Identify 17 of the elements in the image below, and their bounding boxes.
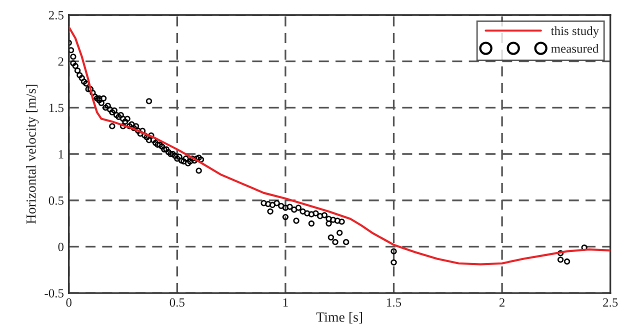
y-tick-label: -0.5: [44, 289, 64, 298]
x-tick-label: 1.5: [387, 298, 402, 307]
y-tick-label: 2: [58, 57, 64, 66]
y-tick-label: 1.5: [49, 104, 64, 112]
x-tick-label: 0.5: [170, 298, 184, 307]
y-tick-label: 0: [58, 242, 64, 252]
y-axis-title: Horizontal velocity [m/s]: [26, 84, 39, 224]
y-tick-label: 0.5: [48, 196, 64, 205]
legend-label: this study: [550, 26, 600, 38]
x-axis-title: Time [s]: [316, 312, 362, 324]
legend-label: measured: [551, 44, 599, 53]
y-tick-label: 2.5: [48, 11, 64, 20]
y-tick-label: 1: [58, 150, 64, 158]
x-tick-label: 0: [66, 298, 72, 307]
x-tick-label: 2.5: [603, 298, 618, 307]
x-tick-label: 2: [499, 298, 504, 307]
x-tick-label: 1: [283, 298, 288, 307]
